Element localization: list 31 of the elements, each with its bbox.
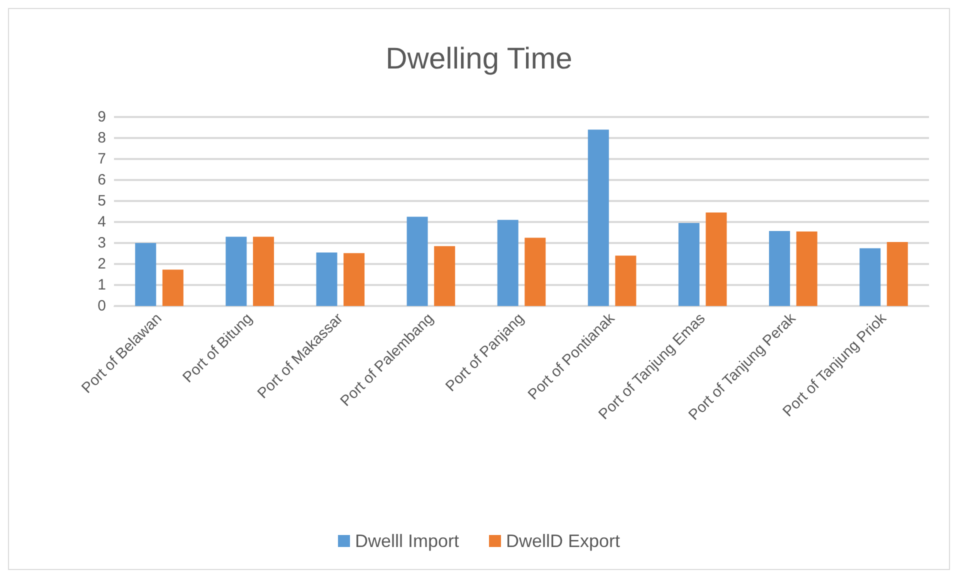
bar [135,243,156,306]
y-tick-label: 0 [98,298,106,314]
y-tick-label: 1 [98,276,106,294]
bar [860,248,881,306]
bar [796,231,818,306]
bar [706,212,727,306]
bar [434,246,456,306]
bar [886,242,908,306]
y-tick-label: 6 [98,172,106,188]
y-tick-label: 7 [98,150,106,168]
bar [252,236,274,306]
bar [226,236,247,306]
bar [316,252,338,306]
bar [769,231,790,306]
y-tick-label: 4 [98,214,106,230]
y-tick-label: 2 [98,256,106,272]
bar [406,216,428,306]
bar [588,130,609,306]
bar [678,223,700,306]
y-tick-label: 8 [98,130,106,146]
y-tick-label: 9 [98,108,106,126]
bar [497,220,518,306]
bar [615,256,636,306]
bar [524,238,546,306]
chart-title: Dwelling Time [386,42,572,76]
legend-label: DwellD Export [506,531,620,551]
y-tick-label: 3 [98,234,106,252]
bar [162,270,184,306]
legend-label: Dwelll Import [354,531,460,551]
bar [344,253,365,306]
y-tick-label: 5 [98,192,106,210]
